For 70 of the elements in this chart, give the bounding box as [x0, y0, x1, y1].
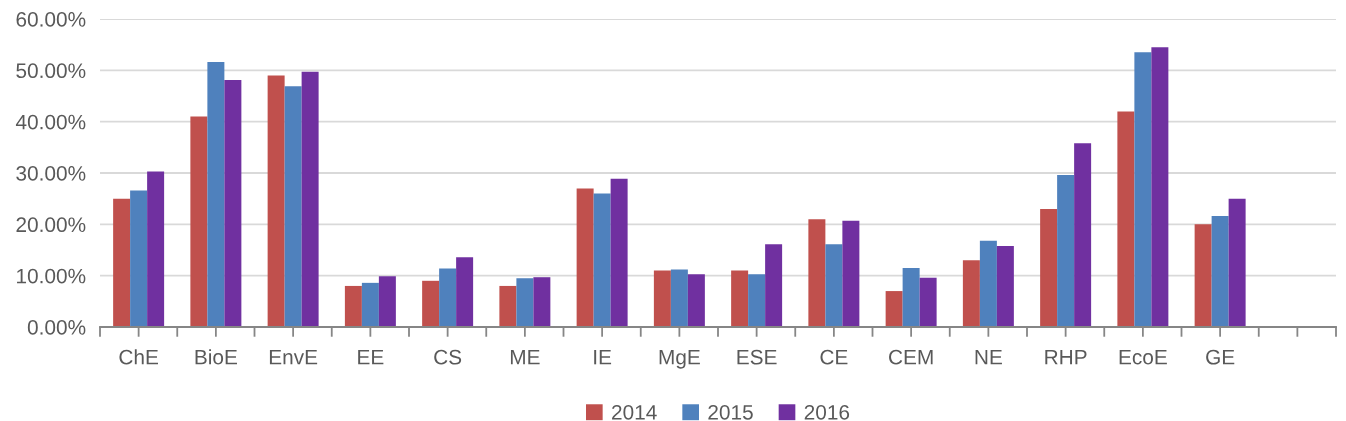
bar: [439, 268, 457, 327]
bar: [456, 257, 474, 327]
bar: [147, 171, 165, 327]
bar: [344, 285, 362, 327]
y-tick-label: 50.00%: [16, 63, 86, 79]
bar: [687, 274, 705, 327]
x-tick-label: CE: [820, 349, 848, 365]
y-tick-label: 30.00%: [16, 166, 86, 181]
x-tick-label: EnvE: [269, 349, 318, 365]
bar: [593, 193, 611, 327]
x-tick-label: BioE: [195, 349, 237, 365]
bar: [885, 291, 903, 327]
bar: [765, 244, 783, 327]
x-tick-label: MgE: [659, 349, 700, 369]
bar: [610, 178, 628, 327]
x-tick-label: RHP: [1045, 349, 1087, 365]
bar: [224, 80, 242, 327]
bar: [1057, 175, 1075, 327]
bar: [1134, 52, 1152, 327]
bar: [361, 282, 379, 327]
bar: [1228, 198, 1246, 327]
x-tick-label: GE: [1206, 349, 1235, 365]
bar: [378, 276, 396, 327]
bar: [902, 267, 920, 327]
y-tick-label: 0.00%: [27, 320, 86, 335]
bar: [1151, 47, 1169, 327]
x-tick-label: CEM: [889, 349, 933, 365]
bar: [284, 86, 302, 327]
bar: [842, 220, 860, 327]
bar: [130, 190, 148, 327]
x-tick-label: EE: [358, 349, 384, 365]
legend-label: 2015: [708, 404, 753, 420]
bar: [1040, 208, 1058, 327]
bar: [996, 245, 1014, 327]
x-tick-label: ME: [510, 349, 540, 365]
bar: [1194, 224, 1212, 327]
bar: [576, 188, 594, 327]
legend-label: 2014: [612, 404, 657, 420]
x-tick-label: CS: [434, 349, 462, 365]
y-tick-label: 10.00%: [17, 268, 86, 284]
bar: [1074, 143, 1092, 327]
bar: [1117, 111, 1135, 327]
bar: [653, 270, 671, 327]
bar: [748, 274, 766, 327]
bar: [1211, 216, 1229, 327]
bar: [190, 116, 208, 327]
bar: [301, 71, 319, 327]
bar: [499, 285, 517, 327]
bar: [422, 280, 440, 327]
y-tick-label: 60.00%: [16, 12, 86, 27]
y-tick-label: 40.00%: [15, 114, 86, 130]
bar: [113, 198, 131, 327]
bar: [962, 260, 980, 327]
bar: [979, 240, 997, 327]
bar: [533, 277, 551, 327]
x-tick-label: NE: [975, 349, 1002, 365]
y-tick-label: 20.00%: [16, 217, 86, 233]
x-tick-label: ESE: [737, 349, 777, 365]
bar: [207, 62, 225, 327]
x-tick-label: EcoE: [1119, 349, 1167, 365]
x-tick-label: IE: [594, 349, 612, 365]
bar: [731, 270, 749, 327]
bar: [808, 219, 826, 327]
bar: [670, 269, 688, 327]
x-tick-label: ChE: [119, 349, 158, 365]
legend-label: 2016: [804, 404, 850, 420]
bar: [825, 244, 843, 327]
bar: [919, 277, 937, 327]
bar: [267, 75, 285, 327]
bar: [516, 278, 534, 327]
